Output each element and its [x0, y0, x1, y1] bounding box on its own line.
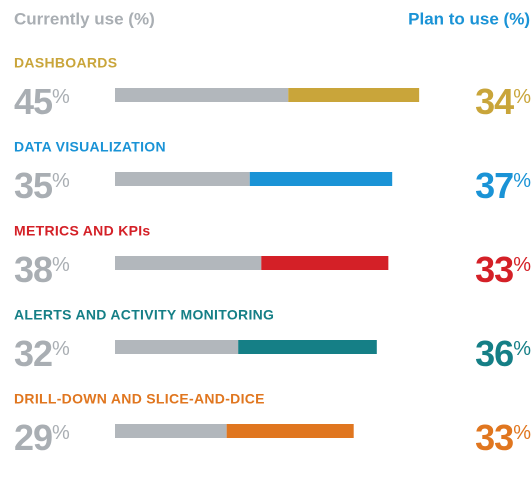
plan-bar — [261, 256, 389, 270]
current-value-label: 38% — [14, 249, 70, 290]
plan-value-label: 34% — [475, 81, 531, 122]
current-bar — [115, 340, 239, 354]
current-bar — [115, 424, 227, 438]
right-header: Plan to use (%) — [408, 9, 530, 28]
current-bar — [115, 172, 250, 186]
category-label: METRICS AND KPIs — [14, 223, 151, 239]
category-label: DRILL-DOWN AND SLICE-AND-DICE — [14, 391, 265, 407]
plan-bar — [238, 340, 377, 354]
plan-value-label: 33% — [475, 417, 531, 458]
plan-bar — [288, 88, 420, 102]
current-bar — [115, 256, 262, 270]
current-value-label: 29% — [14, 417, 70, 458]
current-value-label: 45% — [14, 81, 70, 122]
current-value-label: 35% — [14, 165, 70, 206]
plan-value-label: 33% — [475, 249, 531, 290]
plan-value-label: 37% — [475, 165, 531, 206]
category-label: DATA VISUALIZATION — [14, 139, 166, 155]
category-label: ALERTS AND ACTIVITY MONITORING — [14, 307, 274, 323]
plan-value-label: 36% — [475, 333, 531, 374]
current-value-label: 32% — [14, 333, 70, 374]
plan-bar — [226, 424, 354, 438]
current-bar — [115, 88, 289, 102]
plan-bar — [249, 172, 393, 186]
category-label: DASHBOARDS — [14, 55, 117, 71]
left-header: Currently use (%) — [14, 9, 155, 28]
